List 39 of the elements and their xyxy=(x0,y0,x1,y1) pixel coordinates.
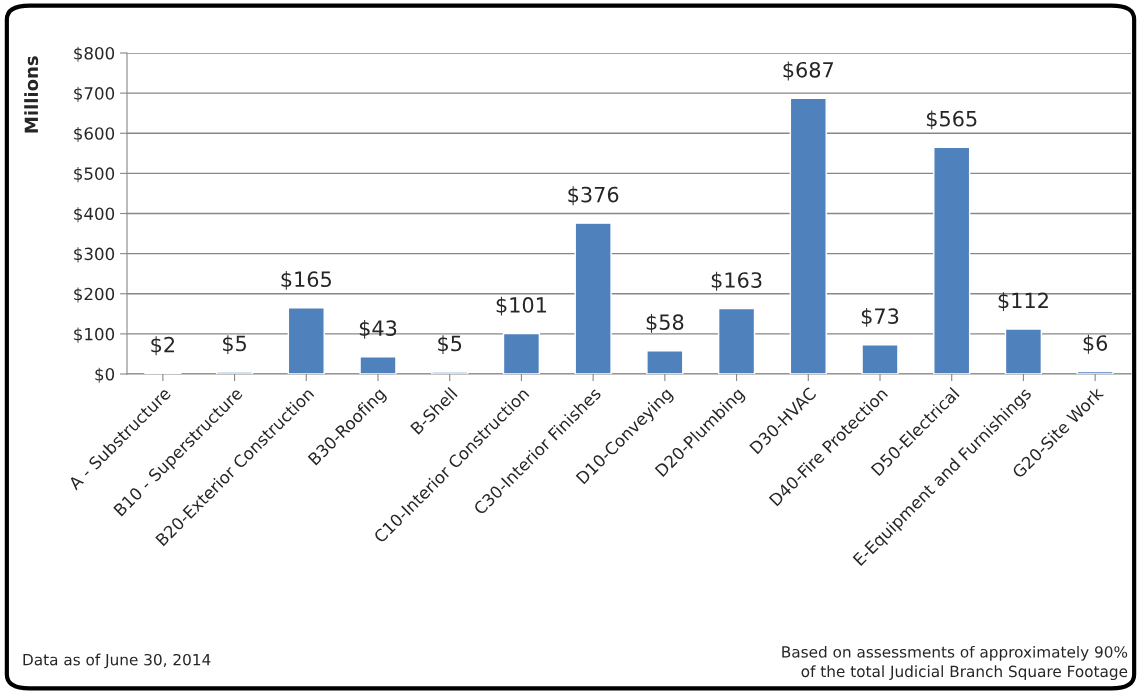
data-label: $101 xyxy=(496,296,547,316)
bar xyxy=(359,356,397,374)
data-label: $58 xyxy=(646,313,684,333)
data-label: $5 xyxy=(438,335,462,355)
bar xyxy=(502,332,541,374)
data-label: $687 xyxy=(783,61,834,81)
data-label: $2 xyxy=(151,336,175,356)
y-tick-label: $0 xyxy=(95,367,115,383)
bar xyxy=(431,371,469,374)
bar xyxy=(574,222,612,374)
bar xyxy=(646,350,684,374)
y-tick-label: $800 xyxy=(74,46,115,62)
y-tick-label: $400 xyxy=(74,207,115,223)
bar xyxy=(789,97,827,374)
y-axis-title: Millions xyxy=(24,56,39,133)
data-label: $163 xyxy=(711,271,762,291)
y-tick-label: $700 xyxy=(74,86,115,102)
y-tick-label: $300 xyxy=(74,247,115,263)
y-tick-label: $600 xyxy=(74,126,115,143)
data-label: $112 xyxy=(998,292,1048,312)
y-tick-label: $200 xyxy=(74,287,115,303)
bar xyxy=(287,307,325,374)
bar xyxy=(1004,328,1043,374)
data-label: $6 xyxy=(1083,334,1108,354)
bar xyxy=(933,146,971,374)
data-label: $73 xyxy=(861,307,899,327)
y-tick-label: $500 xyxy=(74,167,115,183)
bar xyxy=(215,371,254,374)
data-label: $376 xyxy=(568,186,619,206)
data-label: $43 xyxy=(359,319,397,339)
data-label: $165 xyxy=(281,270,331,290)
data-label: $5 xyxy=(223,335,247,355)
text: Based on assessments of approximately 90% of the total Judicial Branch Square Footage xyxy=(782,645,1128,681)
bar xyxy=(717,307,756,374)
text: Data as of June 30, 2014 xyxy=(23,653,211,669)
bar xyxy=(861,344,899,374)
data-label: $565 xyxy=(926,110,977,130)
bar xyxy=(1076,370,1114,374)
y-tick-label: $100 xyxy=(74,327,115,343)
